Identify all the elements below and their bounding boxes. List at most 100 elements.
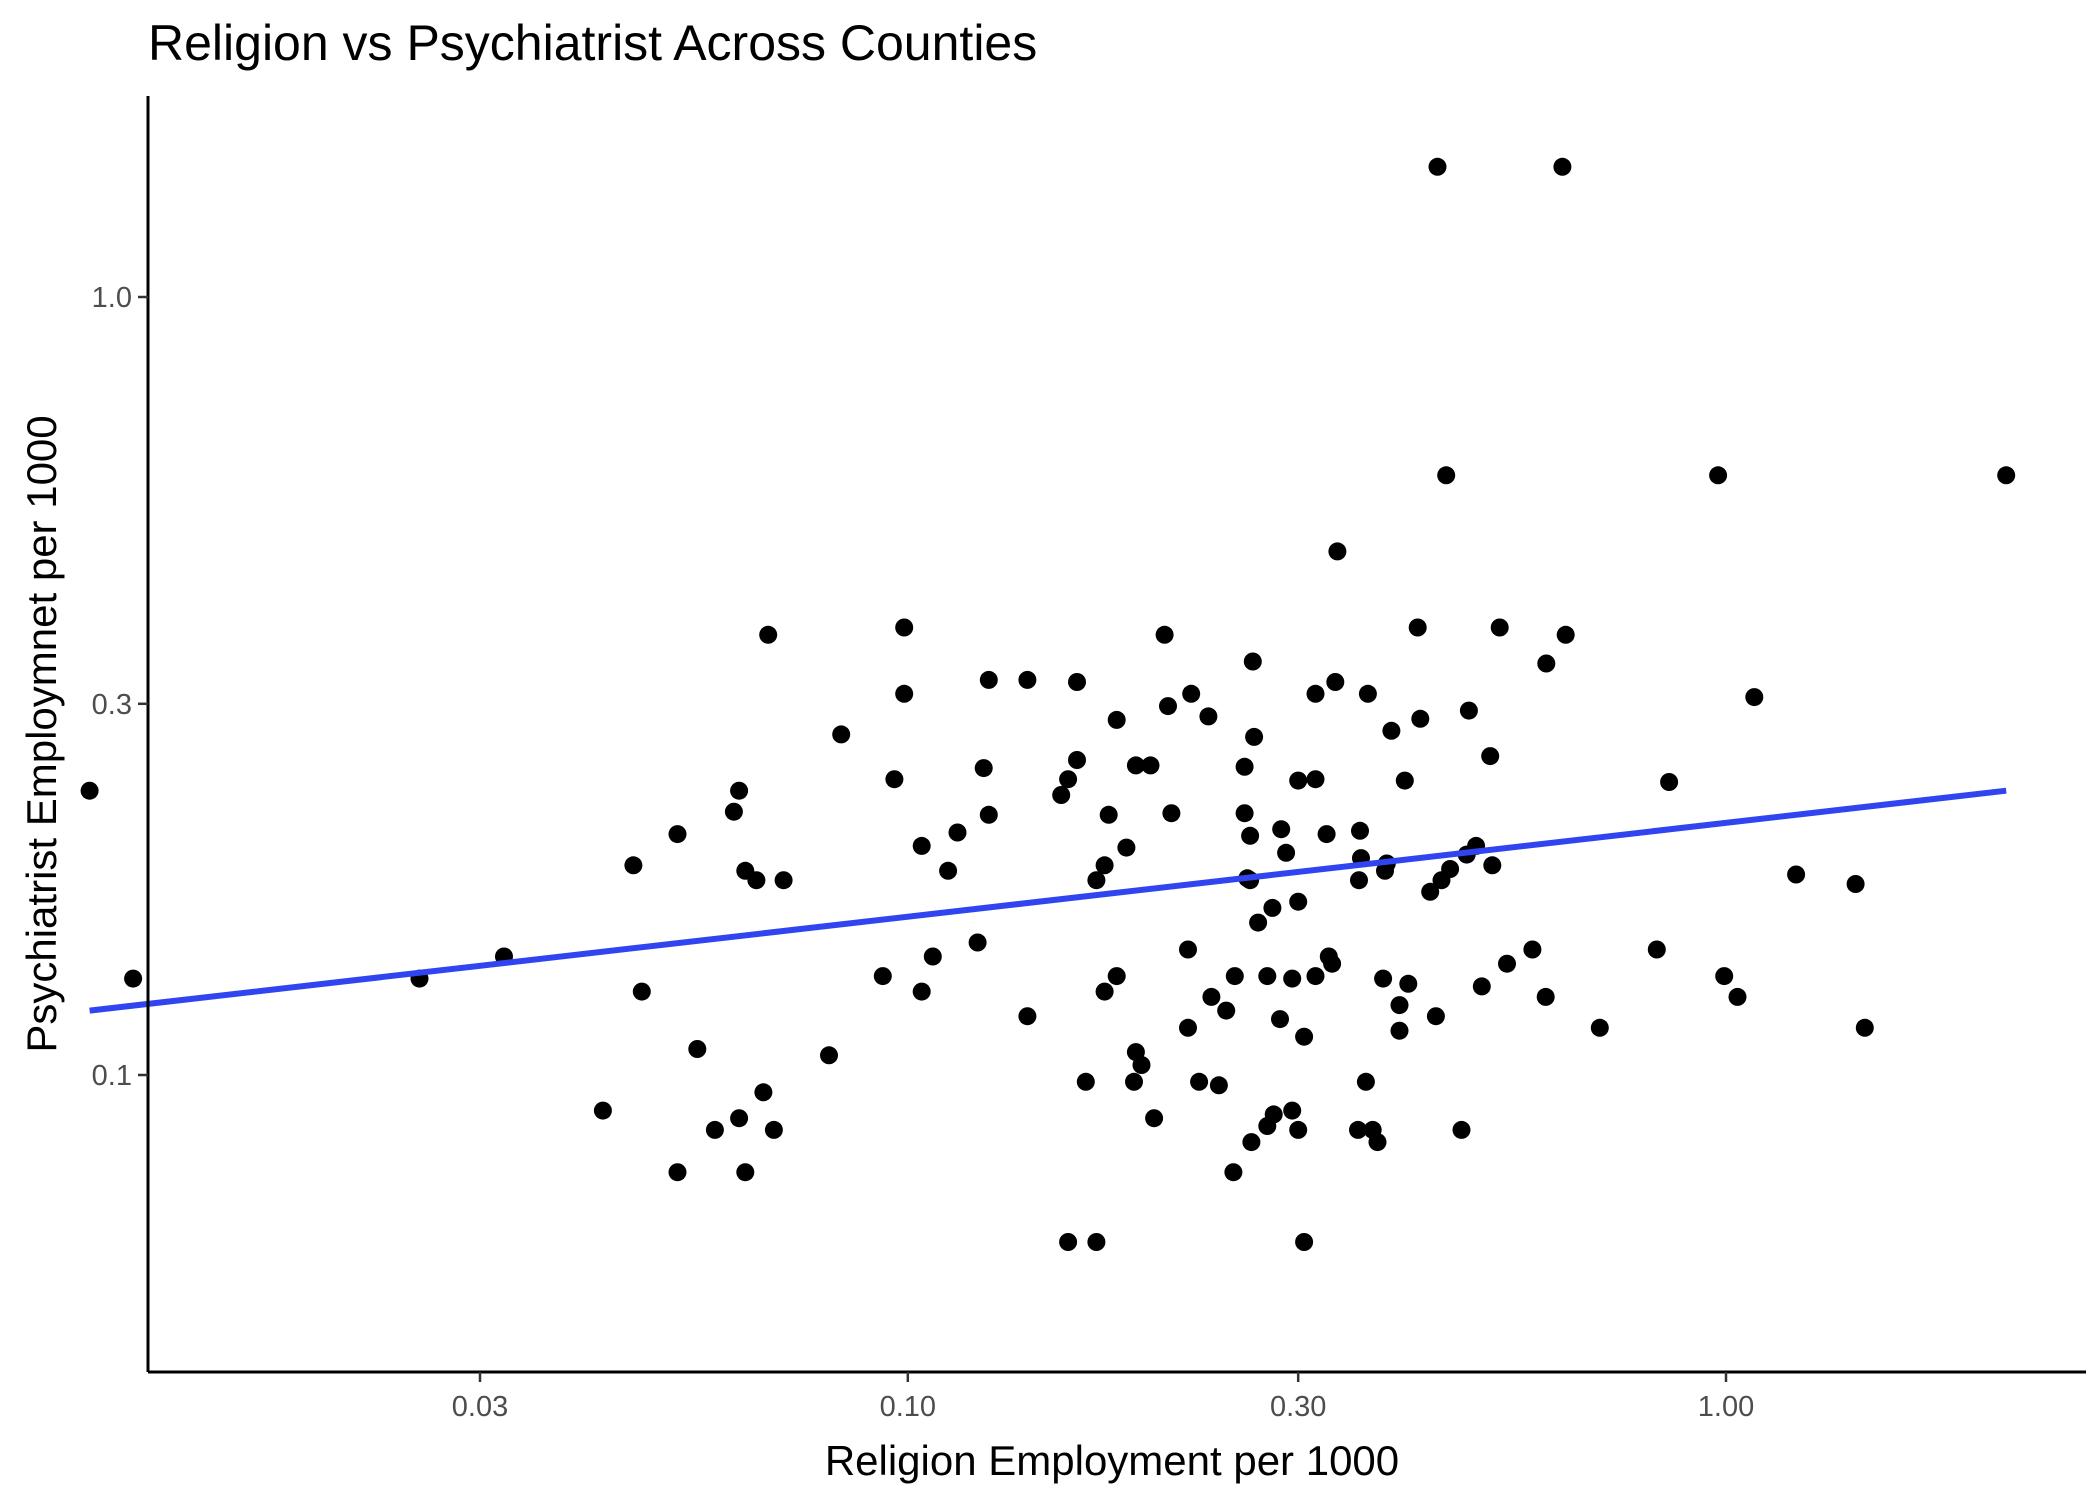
data-point (1459, 701, 1478, 720)
data-point (1358, 684, 1377, 703)
data-point (1408, 618, 1427, 637)
y-tick-label: 0.3 (92, 689, 132, 721)
data-point (1787, 865, 1806, 884)
data-point (624, 856, 643, 875)
data-point (1289, 771, 1308, 790)
data-point (1095, 982, 1114, 1001)
data-point (1052, 786, 1071, 804)
data-point (1190, 1072, 1209, 1091)
data-point (1076, 1072, 1095, 1091)
data-point (1523, 940, 1542, 959)
data-point (1421, 882, 1440, 901)
data-point (593, 1101, 612, 1120)
data-point (1126, 756, 1145, 775)
data-point (1660, 773, 1679, 791)
data-point (1125, 1072, 1143, 1091)
data-point (939, 861, 958, 880)
data-point (1107, 967, 1126, 986)
data-point (730, 1109, 749, 1128)
data-point (1295, 1027, 1314, 1046)
data-point (895, 618, 914, 637)
data-point (820, 1046, 838, 1065)
data-point (1472, 977, 1491, 996)
data-point (912, 982, 931, 1001)
data-point (1399, 974, 1418, 993)
data-point (1323, 954, 1342, 973)
data-point (124, 969, 143, 988)
data-point (1224, 1163, 1243, 1182)
data-point (1141, 756, 1160, 775)
data-point (764, 1120, 783, 1139)
data-point (979, 805, 998, 824)
data-point (1272, 820, 1291, 839)
data-point (1182, 684, 1201, 703)
data-point (1264, 1105, 1283, 1124)
data-point (1390, 1021, 1409, 1040)
data-point (1263, 898, 1282, 917)
data-point (1159, 697, 1177, 716)
x-axis-ticks: 0.03 0.10 0.30 1.00 (452, 1372, 1754, 1423)
data-point (895, 684, 914, 703)
data-point (1235, 757, 1254, 776)
data-point (1556, 625, 1575, 644)
data-point (1235, 804, 1254, 823)
data-point (1283, 1101, 1302, 1120)
data-point (1317, 825, 1336, 844)
data-point (832, 725, 851, 744)
data-point (1241, 826, 1260, 845)
data-points (80, 157, 2016, 1251)
chart-title: Religion vs Psychiatrist Across Counties (148, 15, 1037, 71)
data-point (1306, 967, 1325, 986)
data-point (923, 947, 942, 966)
data-point (1356, 1072, 1375, 1091)
data-point (1245, 727, 1264, 746)
data-point (1326, 673, 1345, 691)
data-point (668, 1163, 687, 1182)
data-point (1295, 1233, 1314, 1251)
data-point (1382, 721, 1401, 740)
data-point (1059, 1233, 1078, 1251)
x-tick-label: 0.30 (1270, 1391, 1326, 1423)
data-point (1155, 625, 1174, 644)
data-point (1395, 771, 1414, 790)
data-point (1437, 466, 1456, 485)
data-point (1350, 871, 1368, 890)
data-point (1745, 688, 1764, 707)
data-point (774, 871, 793, 890)
data-point (1374, 969, 1393, 988)
y-tick-label: 0.1 (92, 1060, 132, 1092)
data-point (1590, 1018, 1609, 1037)
plot-area (80, 157, 2016, 1251)
data-point (1277, 843, 1296, 862)
data-point (1390, 996, 1409, 1015)
data-point (759, 625, 778, 644)
data-point (1289, 1120, 1308, 1139)
data-point (1209, 1076, 1228, 1095)
data-point (1242, 1133, 1261, 1152)
data-point (1452, 1120, 1471, 1139)
data-point (747, 871, 766, 890)
data-point (1283, 969, 1302, 988)
data-point (979, 670, 998, 689)
data-point (1428, 157, 1447, 176)
data-point (688, 1040, 707, 1058)
data-point (1095, 856, 1114, 875)
data-point (1087, 1233, 1106, 1251)
data-point (1179, 1018, 1197, 1037)
data-point (1087, 871, 1106, 890)
data-point (1249, 913, 1268, 932)
data-point (912, 836, 931, 855)
data-point (1351, 821, 1369, 840)
data-point (754, 1083, 773, 1102)
data-point (1490, 618, 1509, 637)
data-point (1498, 954, 1516, 973)
data-point (730, 781, 749, 800)
data-point (724, 802, 743, 821)
data-point (1117, 838, 1136, 857)
trend-line (89, 787, 2007, 1014)
data-point (1846, 875, 1865, 893)
data-point (1132, 1056, 1151, 1074)
data-point (1018, 670, 1037, 689)
data-point (1179, 940, 1197, 959)
